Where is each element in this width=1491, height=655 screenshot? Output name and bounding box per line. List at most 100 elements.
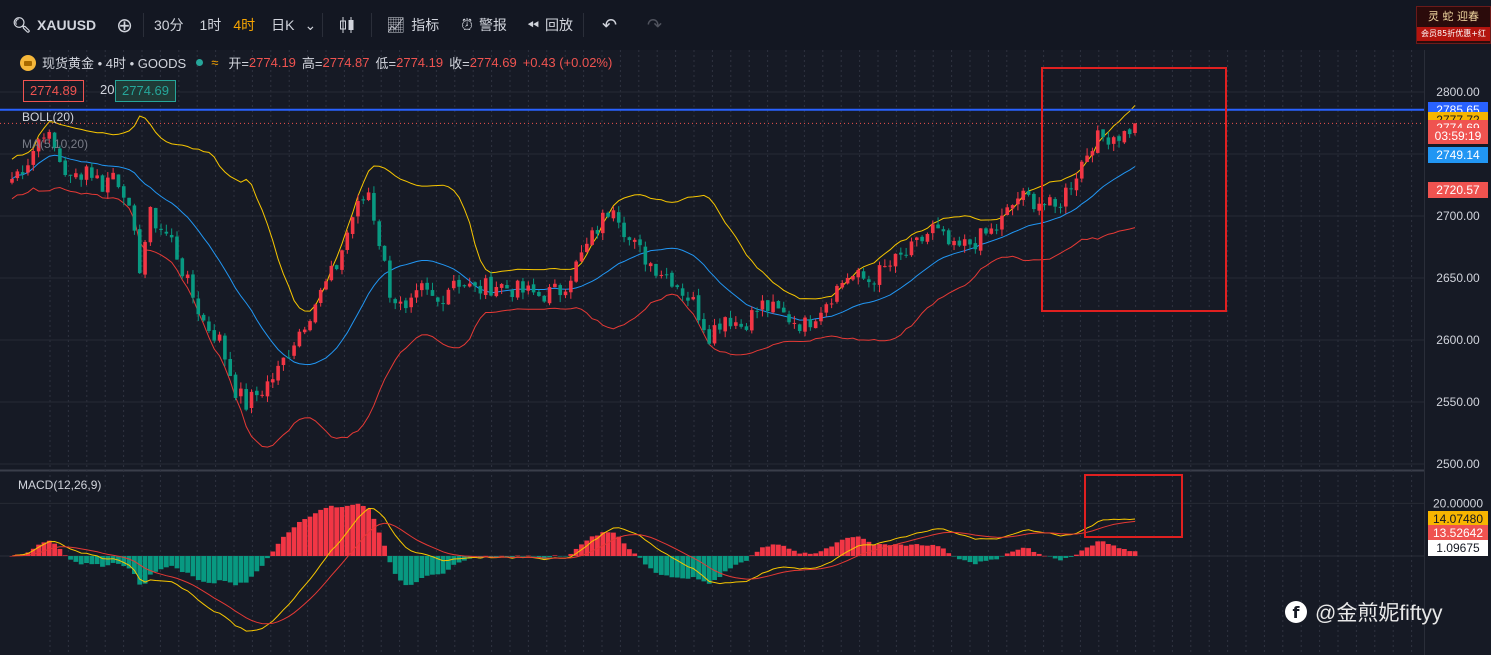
symbol-label: XAUUSD bbox=[37, 17, 97, 33]
candle-body bbox=[388, 260, 392, 298]
add-compare-button[interactable]: ⊕ bbox=[106, 0, 143, 50]
macd-histogram-bar bbox=[153, 556, 159, 572]
macd-histogram-bar bbox=[972, 556, 978, 565]
macd-histogram-bar bbox=[424, 556, 430, 576]
macd-histogram-bar bbox=[738, 556, 744, 563]
candle-body bbox=[361, 199, 366, 201]
macd-histogram-bar bbox=[201, 556, 207, 582]
macd-histogram-bar bbox=[669, 556, 675, 578]
candle-body bbox=[1021, 190, 1026, 200]
candle-body bbox=[425, 282, 429, 290]
macd-histogram-bar bbox=[839, 539, 845, 556]
macd-histogram-bar bbox=[430, 556, 435, 575]
promo-banner[interactable]: 灵 蛇 迎春 会员85折优惠+红 bbox=[1416, 6, 1491, 44]
macd-histogram-bar bbox=[105, 556, 111, 566]
macd-histogram-bar bbox=[89, 556, 95, 565]
macd-histogram-bar bbox=[1127, 551, 1133, 556]
undo-button[interactable]: ↶ bbox=[584, 0, 635, 50]
candle-body bbox=[324, 281, 328, 290]
macd-histogram-bar bbox=[648, 556, 654, 569]
gold-bars-icon bbox=[20, 54, 36, 71]
macd-histogram-bar bbox=[371, 518, 377, 556]
buy-price-button[interactable]: 2774.69 bbox=[115, 80, 176, 102]
macd-histogram-bar bbox=[813, 553, 819, 556]
price-chart[interactable]: 2800.00 2700.00 2650.00 2600.00 2550.00 2500.… bbox=[0, 50, 1491, 655]
macd-histogram-bar bbox=[78, 556, 84, 565]
macd-histogram-bar bbox=[605, 532, 611, 556]
macd-indicator-label[interactable]: MACD(12,26,9) bbox=[18, 478, 102, 492]
candle-body bbox=[153, 207, 158, 229]
candle-body bbox=[883, 266, 887, 268]
macd-histogram-bar bbox=[807, 553, 813, 556]
candle-body bbox=[420, 283, 424, 291]
candle-body bbox=[239, 388, 243, 397]
candle-body bbox=[169, 234, 174, 238]
macd-histogram-bar bbox=[57, 548, 63, 556]
macd-histogram-bar bbox=[834, 542, 840, 556]
macd-histogram-bar bbox=[312, 513, 318, 556]
candle-body bbox=[616, 212, 621, 223]
candle-body bbox=[212, 330, 217, 341]
macd-histogram-bar bbox=[823, 548, 829, 556]
candle-body bbox=[52, 132, 57, 149]
timeframe-30m[interactable]: 30分 bbox=[153, 17, 184, 33]
legend-instrument: 现货黄金 • 4时 • GOODS bbox=[42, 56, 187, 71]
candle-body bbox=[308, 321, 312, 331]
macd-histogram-bar bbox=[770, 544, 776, 556]
candle-body bbox=[861, 271, 866, 279]
macd-histogram-bar bbox=[9, 556, 15, 557]
redo-button[interactable]: ↷ bbox=[635, 0, 674, 50]
candle-body bbox=[430, 290, 435, 296]
candle-body bbox=[350, 217, 355, 234]
macd-histogram-bar bbox=[626, 549, 632, 556]
macd-histogram-bar bbox=[158, 556, 164, 570]
candle-body bbox=[675, 285, 680, 288]
candle-body bbox=[292, 345, 296, 356]
high-label: 高= bbox=[301, 56, 323, 71]
sell-price-button[interactable]: 2774.89 bbox=[23, 80, 84, 102]
macd-histogram-bar bbox=[36, 544, 42, 556]
macd-tick-label: 20.00000 bbox=[1433, 496, 1483, 510]
boll-indicator-label[interactable]: BOLL(20) bbox=[22, 110, 75, 124]
candle-body bbox=[265, 381, 270, 397]
timeframe-4h[interactable]: 4时 bbox=[233, 17, 256, 33]
macd-histogram-bar bbox=[147, 556, 153, 575]
candle-body bbox=[888, 265, 892, 267]
indicators-button[interactable]: 📈︎ 指标 bbox=[372, 0, 451, 50]
undo-icon: ↶ bbox=[601, 14, 618, 35]
macd-histogram-bar bbox=[286, 532, 292, 556]
candle-body bbox=[547, 287, 552, 304]
candle-body bbox=[510, 290, 515, 297]
candle-body bbox=[1122, 131, 1127, 143]
candle-body bbox=[451, 280, 456, 289]
timeframe-dropdown[interactable]: ⌄ bbox=[298, 0, 322, 50]
candle-body bbox=[159, 228, 163, 231]
price-axis-tag: 03:59:19 bbox=[1428, 128, 1488, 145]
macd-histogram-bar bbox=[1084, 547, 1090, 556]
macd-histogram-bar bbox=[706, 556, 712, 584]
candle-body bbox=[569, 280, 573, 293]
timeframe-1h[interactable]: 1时 bbox=[199, 17, 222, 33]
candle-body bbox=[302, 329, 307, 333]
chart-legend: 现货黄金 • 4时 • GOODS ≈ 开= 2774.19 高= 2774.8… bbox=[20, 53, 618, 72]
candle-body bbox=[670, 272, 674, 287]
candle-body bbox=[537, 291, 541, 296]
candle-body bbox=[840, 282, 845, 288]
candle-body bbox=[196, 298, 201, 315]
macd-histogram-bar bbox=[25, 552, 31, 556]
close-label: 收= bbox=[449, 56, 470, 71]
candle-body bbox=[755, 310, 759, 312]
candle-body bbox=[244, 389, 248, 410]
macd-histogram-bar bbox=[999, 556, 1005, 557]
macd-histogram-bar bbox=[531, 556, 536, 557]
macd-histogram-bar bbox=[1111, 545, 1117, 556]
alerts-button[interactable]: ⏰︎ 警报 bbox=[451, 0, 517, 50]
candle-body bbox=[702, 319, 706, 331]
ma-indicator-label[interactable]: MA(5,10,20) bbox=[22, 137, 89, 151]
symbol-search[interactable]: 🔍︎ XAUUSD bbox=[0, 0, 106, 50]
timeframe-1d[interactable]: 日K bbox=[271, 17, 295, 33]
chart-type-button[interactable] bbox=[323, 0, 371, 50]
candle-body bbox=[734, 322, 738, 326]
top-toolbar: 🔍︎ XAUUSD ⊕ 30分 1时 4时 日K ⌄ 📈︎ 指标 ⏰︎ 警报 ⏪… bbox=[0, 0, 1491, 51]
replay-button[interactable]: ⏪︎ 回放 bbox=[517, 0, 583, 50]
